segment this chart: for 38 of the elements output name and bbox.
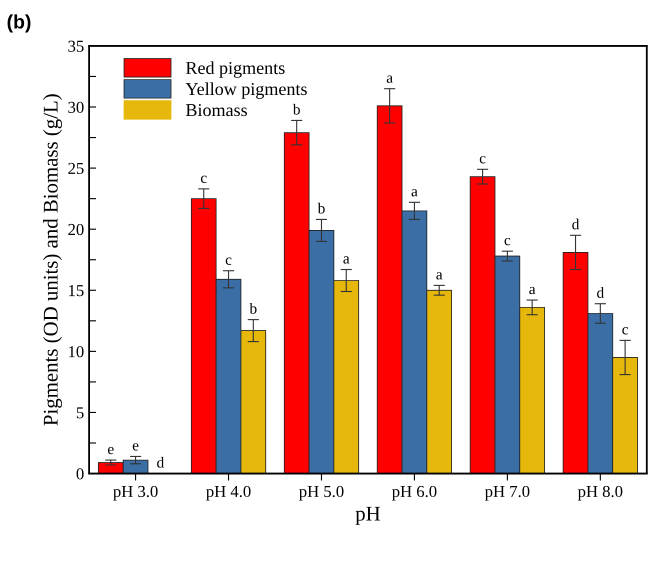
- y-tick-label: 5: [76, 407, 84, 418]
- legend-label: Yellow pigments: [186, 82, 307, 99]
- x-tick-label: pH 3.0: [113, 486, 158, 500]
- annotation: d: [572, 218, 580, 230]
- annotation: e: [132, 443, 138, 451]
- x-tick-label: pH 6.0: [392, 486, 436, 500]
- y-tick-label: 30: [68, 102, 84, 113]
- annotation: b: [249, 302, 257, 314]
- x-tick-label: pH 7.0: [484, 486, 530, 500]
- annotation: a: [436, 272, 442, 280]
- annotation: b: [292, 104, 300, 115]
- annotation: e: [108, 446, 114, 454]
- annotation: b: [318, 202, 325, 214]
- annotation: d: [597, 287, 604, 298]
- annotation: a: [386, 75, 393, 83]
- annotation: a: [343, 256, 350, 264]
- y-tick-label: 10: [69, 346, 84, 358]
- annotation: c: [622, 327, 628, 334]
- annotation: a: [412, 189, 418, 196]
- y-tick-label: 0: [76, 468, 84, 480]
- annotation: d: [157, 456, 164, 468]
- x-tick-label: pH 4.0: [206, 486, 251, 500]
- y-tick-label: 15: [69, 285, 84, 296]
- chart-title: (b): [8, 14, 30, 32]
- x-tick-label: pH 5.0: [299, 486, 344, 500]
- annotation: c: [200, 176, 207, 183]
- y-axis-title: Pigments (OD units) and Biomass (g/L): [43, 94, 62, 426]
- legend-label: Biomass: [186, 104, 247, 116]
- x-tick-label: pH 8.0: [578, 486, 622, 500]
- x-axis-title: pH: [356, 506, 380, 525]
- annotation: c: [480, 156, 486, 164]
- annotation: c: [226, 258, 232, 265]
- y-tick-label: 25: [68, 162, 84, 174]
- annotation: c: [504, 238, 510, 246]
- y-tick-label: 35: [68, 40, 84, 52]
- y-tick-label: 20: [68, 224, 84, 236]
- legend-label: Red pigments: [186, 61, 285, 78]
- annotation: a: [529, 286, 536, 294]
